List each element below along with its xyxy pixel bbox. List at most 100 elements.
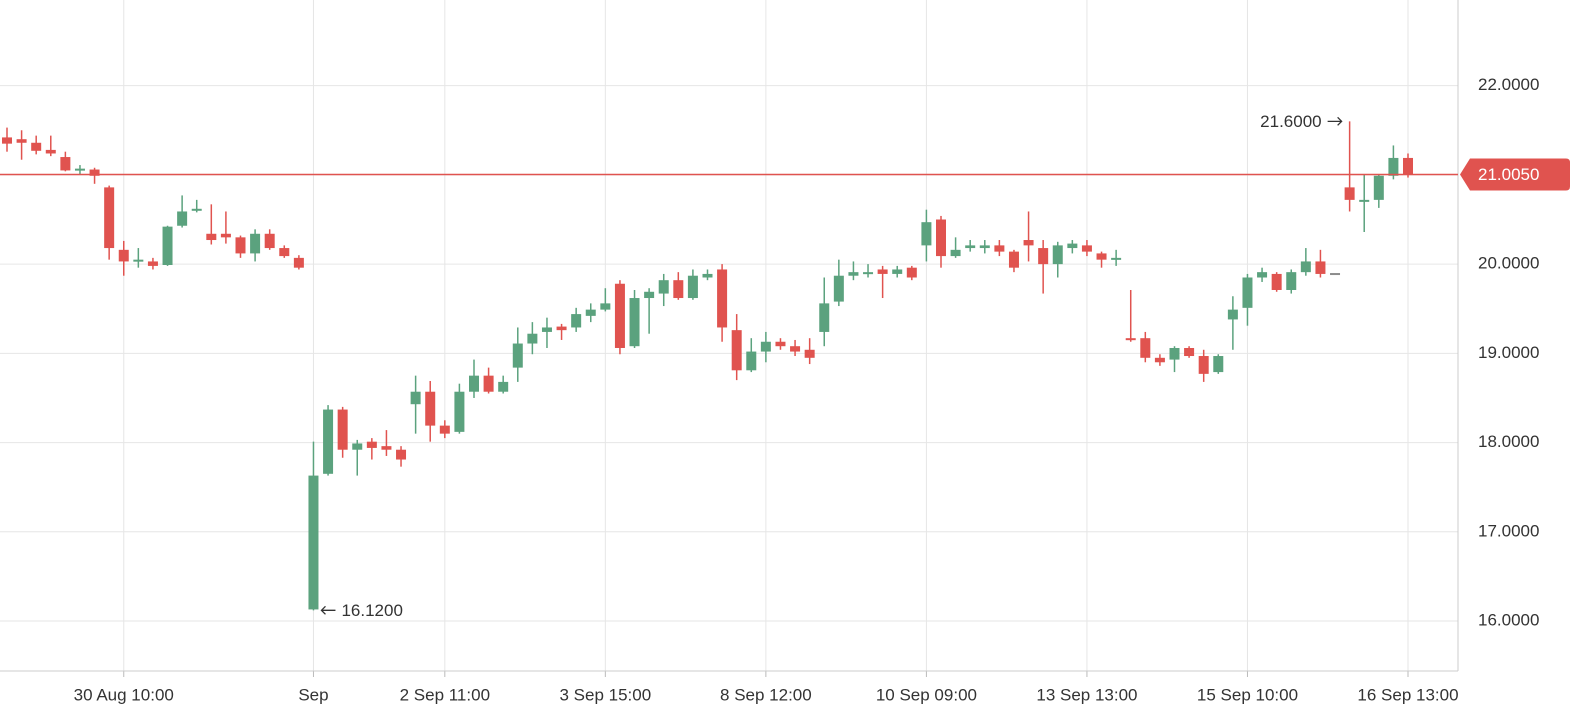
candle-body bbox=[819, 303, 830, 332]
candle-body bbox=[381, 446, 392, 450]
candle-body bbox=[454, 391, 465, 432]
candle-body bbox=[936, 219, 946, 257]
candle-body bbox=[979, 245, 990, 249]
x-tick-label: Sep bbox=[298, 685, 328, 704]
candle-body bbox=[644, 291, 655, 299]
candle-body bbox=[483, 375, 494, 392]
candle-body bbox=[1315, 261, 1326, 274]
candle-body bbox=[877, 269, 888, 274]
x-tick-label: 13 Sep 13:00 bbox=[1036, 685, 1137, 704]
y-tick-label: 22.0000 bbox=[1478, 75, 1539, 94]
candle-body bbox=[673, 280, 684, 299]
candle-body bbox=[396, 449, 407, 460]
candle-body bbox=[337, 409, 348, 450]
candle-body bbox=[1213, 356, 1224, 373]
candle-body bbox=[541, 327, 552, 332]
candle-body bbox=[1023, 240, 1034, 246]
y-tick-label: 16.0000 bbox=[1478, 611, 1539, 630]
candle-body bbox=[1052, 245, 1063, 265]
candle-body bbox=[1359, 199, 1370, 202]
candle-body bbox=[571, 314, 582, 328]
x-tick-label: 10 Sep 09:00 bbox=[876, 685, 977, 704]
candle-body bbox=[1403, 157, 1413, 175]
candle-body bbox=[731, 330, 742, 371]
candle-body bbox=[1125, 338, 1136, 341]
y-tick-label: 17.0000 bbox=[1478, 521, 1539, 540]
candle-body bbox=[104, 187, 115, 249]
candle-body bbox=[147, 261, 158, 266]
candle-body bbox=[1198, 356, 1209, 374]
candle-body bbox=[1373, 175, 1384, 200]
candle-body bbox=[994, 245, 1005, 252]
candle-body bbox=[658, 280, 669, 294]
candle-body bbox=[1227, 309, 1238, 320]
candle-body bbox=[1271, 273, 1282, 290]
candle-body bbox=[1286, 272, 1297, 290]
candle-body bbox=[293, 257, 304, 268]
candle-body bbox=[1038, 248, 1049, 265]
candle-body bbox=[250, 233, 261, 254]
candle-body bbox=[469, 375, 479, 392]
candle-body bbox=[863, 272, 874, 275]
candle-body bbox=[702, 273, 713, 278]
candle-body bbox=[264, 233, 275, 249]
candle-body bbox=[1184, 347, 1195, 357]
x-tick-label: 3 Sep 15:00 bbox=[559, 685, 651, 704]
last-price-badge bbox=[1460, 158, 1570, 191]
candle-body bbox=[833, 275, 844, 302]
candle-body bbox=[1300, 261, 1311, 273]
candle-body bbox=[1388, 157, 1399, 176]
last-price-label: 21.0050 bbox=[1478, 165, 1539, 184]
candle-body bbox=[906, 267, 917, 278]
candle-body bbox=[498, 381, 509, 392]
candle-body bbox=[950, 249, 961, 257]
candle-body bbox=[527, 333, 538, 344]
candle-body bbox=[235, 237, 246, 254]
x-tick-label: 30 Aug 10:00 bbox=[74, 685, 174, 704]
candle-body bbox=[717, 269, 728, 328]
candle-body bbox=[1067, 243, 1078, 249]
candle-body bbox=[279, 248, 290, 257]
y-tick-label: 18.0000 bbox=[1478, 432, 1539, 451]
candle-body bbox=[16, 139, 27, 143]
candle-body bbox=[118, 249, 129, 262]
candle-body bbox=[965, 245, 976, 249]
candle-body bbox=[921, 222, 932, 246]
candle-body bbox=[31, 142, 42, 151]
candle-body bbox=[74, 168, 85, 171]
candle-body bbox=[206, 233, 217, 241]
candle-body bbox=[162, 226, 173, 266]
candle-body bbox=[366, 441, 377, 448]
candle-body bbox=[1140, 338, 1151, 358]
candle-body bbox=[687, 275, 698, 299]
candle-body bbox=[804, 349, 815, 358]
x-tick-label: 16 Sep 13:00 bbox=[1357, 685, 1458, 704]
candle-body bbox=[1008, 251, 1019, 268]
annotation-label: 16.1200 bbox=[341, 601, 402, 620]
candle-body bbox=[1257, 272, 1268, 278]
candle-body bbox=[892, 269, 903, 274]
candle-body bbox=[177, 211, 188, 226]
y-tick-label: 19.0000 bbox=[1478, 343, 1539, 362]
candle-body bbox=[614, 283, 625, 348]
candle-body bbox=[1169, 347, 1180, 360]
candle-body bbox=[60, 157, 71, 171]
candle-body bbox=[45, 149, 56, 154]
candle-body bbox=[425, 391, 436, 426]
candle-body bbox=[308, 475, 319, 610]
candle-body bbox=[220, 233, 231, 238]
x-tick-label: 8 Sep 12:00 bbox=[720, 685, 812, 704]
candle-body bbox=[1242, 277, 1253, 308]
annotation-arrow bbox=[1327, 116, 1343, 126]
candle-body bbox=[746, 351, 757, 371]
candle-body bbox=[760, 341, 771, 352]
annotation-arrow bbox=[320, 605, 336, 615]
candle-body bbox=[585, 309, 596, 316]
x-tick-label: 2 Sep 11:00 bbox=[400, 685, 490, 704]
candle-body bbox=[1154, 357, 1165, 363]
candle-body bbox=[2, 137, 12, 144]
candle-body bbox=[1096, 253, 1107, 260]
candle-body bbox=[848, 272, 859, 276]
candle-body bbox=[556, 326, 567, 331]
